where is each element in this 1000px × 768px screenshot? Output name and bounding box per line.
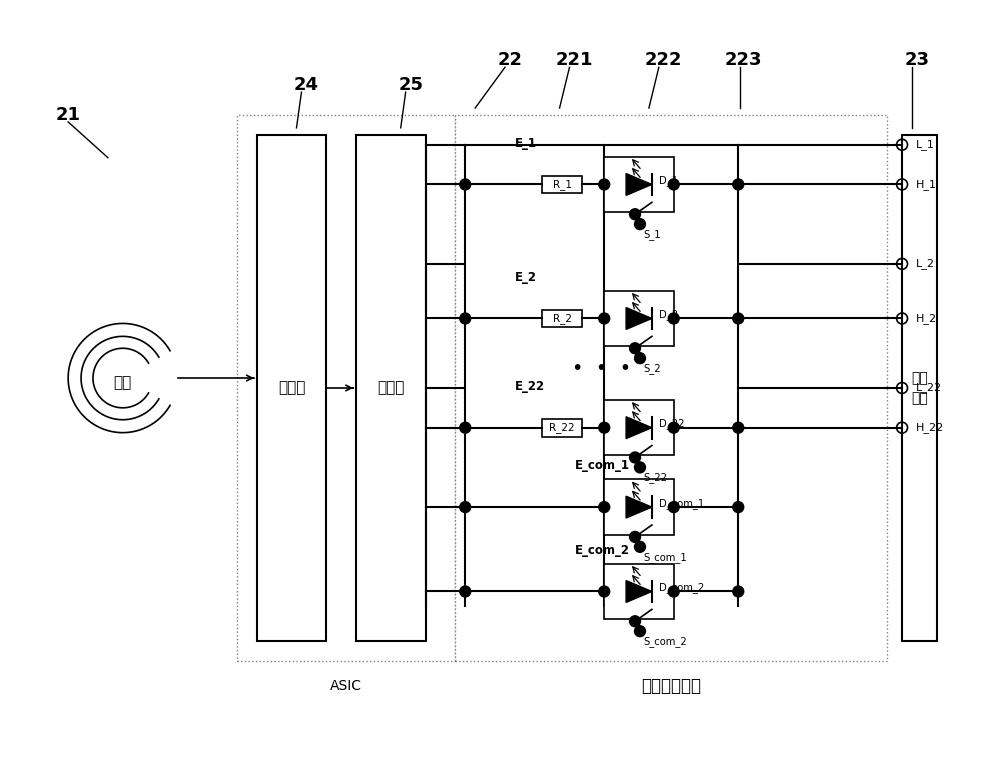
Bar xyxy=(237,115,455,661)
Circle shape xyxy=(733,422,744,433)
Circle shape xyxy=(733,313,744,324)
Text: D_2: D_2 xyxy=(659,309,678,320)
Bar xyxy=(356,135,426,641)
Polygon shape xyxy=(626,496,652,518)
Circle shape xyxy=(733,586,744,597)
Circle shape xyxy=(635,626,645,637)
Polygon shape xyxy=(626,307,652,329)
Circle shape xyxy=(668,422,679,433)
Text: S_1: S_1 xyxy=(643,229,661,240)
Text: S_com_1: S_com_1 xyxy=(643,551,687,563)
Text: 22: 22 xyxy=(497,51,522,69)
Circle shape xyxy=(668,502,679,512)
Bar xyxy=(604,290,674,346)
Bar xyxy=(902,135,937,641)
Text: D_1: D_1 xyxy=(659,175,678,186)
Polygon shape xyxy=(626,581,652,602)
Circle shape xyxy=(599,313,610,324)
Bar xyxy=(455,115,887,661)
Text: 24: 24 xyxy=(294,76,319,94)
Bar xyxy=(542,310,582,327)
Text: S_com_2: S_com_2 xyxy=(643,636,687,647)
Circle shape xyxy=(460,422,471,433)
Circle shape xyxy=(599,179,610,190)
Text: 21: 21 xyxy=(56,106,81,124)
Text: 接口
电路: 接口 电路 xyxy=(911,371,928,405)
Text: E_2: E_2 xyxy=(515,271,537,284)
Circle shape xyxy=(668,586,679,597)
Text: S_22: S_22 xyxy=(643,472,667,483)
Text: H_2: H_2 xyxy=(916,313,937,324)
Circle shape xyxy=(733,179,744,190)
Circle shape xyxy=(635,219,645,230)
Text: 刺激器: 刺激器 xyxy=(377,380,404,396)
Circle shape xyxy=(635,541,645,552)
Text: L_2: L_2 xyxy=(916,258,935,270)
Bar xyxy=(604,157,674,212)
Text: L_22: L_22 xyxy=(916,382,942,393)
Circle shape xyxy=(733,502,744,512)
Text: H_22: H_22 xyxy=(916,422,944,433)
Circle shape xyxy=(630,343,640,354)
Text: 25: 25 xyxy=(398,76,423,94)
Circle shape xyxy=(460,502,471,512)
Polygon shape xyxy=(626,174,652,195)
Bar xyxy=(604,479,674,535)
Text: E_1: E_1 xyxy=(515,137,537,150)
Circle shape xyxy=(460,313,471,324)
Circle shape xyxy=(668,179,679,190)
Circle shape xyxy=(599,502,610,512)
Circle shape xyxy=(630,531,640,542)
Text: E_com_2: E_com_2 xyxy=(574,544,629,557)
Text: •  •  •: • • • xyxy=(572,359,631,378)
Circle shape xyxy=(460,586,471,597)
Text: 223: 223 xyxy=(724,51,762,69)
Text: 222: 222 xyxy=(645,51,683,69)
Text: R_2: R_2 xyxy=(553,313,572,324)
Text: S_2: S_2 xyxy=(643,363,661,374)
Text: 解码器: 解码器 xyxy=(278,380,305,396)
Circle shape xyxy=(668,313,679,324)
Text: 221: 221 xyxy=(556,51,593,69)
Text: E_com_1: E_com_1 xyxy=(574,459,629,472)
Circle shape xyxy=(635,353,645,364)
Text: R_1: R_1 xyxy=(553,179,572,190)
Text: D_22: D_22 xyxy=(659,419,684,429)
Circle shape xyxy=(630,209,640,220)
Text: ASIC: ASIC xyxy=(330,679,362,693)
Bar xyxy=(542,176,582,194)
Polygon shape xyxy=(626,417,652,439)
Text: D_com_1: D_com_1 xyxy=(659,498,704,508)
Bar xyxy=(604,564,674,619)
Circle shape xyxy=(599,586,610,597)
Circle shape xyxy=(460,179,471,190)
Text: E_22: E_22 xyxy=(515,380,545,393)
Text: 电极模拟电路: 电极模拟电路 xyxy=(641,677,701,695)
Circle shape xyxy=(635,462,645,473)
Bar xyxy=(604,400,674,455)
Circle shape xyxy=(630,616,640,627)
Bar xyxy=(542,419,582,437)
Text: L_1: L_1 xyxy=(916,139,935,151)
Text: 23: 23 xyxy=(904,51,929,69)
Circle shape xyxy=(630,452,640,463)
Text: D_com_2: D_com_2 xyxy=(659,582,704,593)
Circle shape xyxy=(599,422,610,433)
Text: H_1: H_1 xyxy=(916,179,937,190)
Bar xyxy=(257,135,326,641)
Text: R_22: R_22 xyxy=(549,422,575,433)
Text: 线圈: 线圈 xyxy=(114,376,132,390)
